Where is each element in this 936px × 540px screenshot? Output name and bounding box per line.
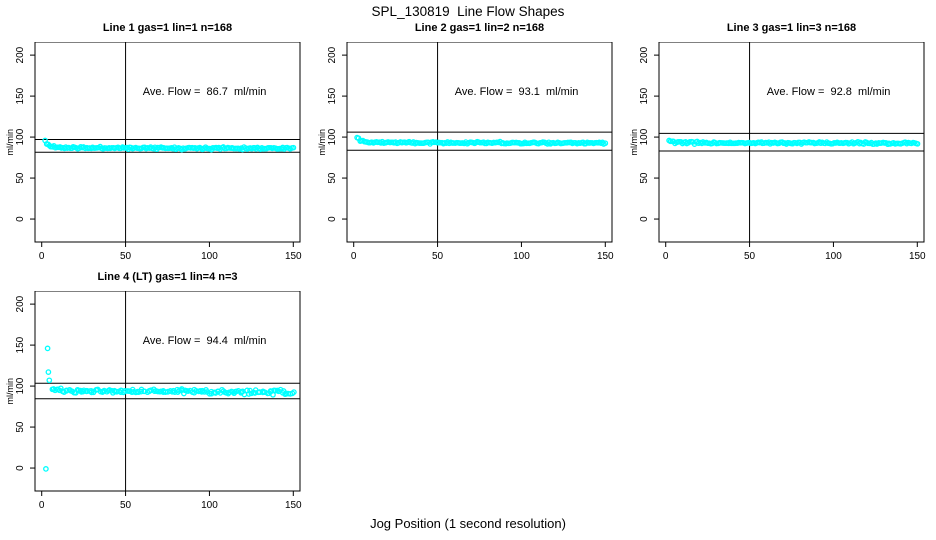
outlier-point bbox=[43, 466, 49, 472]
y-tick-label: 0 bbox=[15, 216, 26, 222]
panel-1-title: Line 1 gas=1 lin=1 n=168 bbox=[102, 22, 233, 34]
panel-line-2: Line 2 gas=1 lin=2 n=168 0 50 100 150 0 50 100… bbox=[312, 22, 624, 272]
plot-svg: 0 50 100 150 0 50 100 150 200 bbox=[327, 42, 614, 262]
y-tick-label: 0 bbox=[15, 465, 26, 471]
plot-border bbox=[346, 42, 613, 243]
x-tick-label: 100 bbox=[825, 251, 842, 262]
y-tick-label: 200 bbox=[327, 46, 338, 63]
outlier-point bbox=[44, 345, 51, 352]
data-points bbox=[43, 345, 297, 472]
plot-svg: 0 50 100 150 0 50 100 150 200 bbox=[15, 291, 302, 511]
data-points bbox=[42, 137, 297, 153]
x-tick-label: 50 bbox=[432, 251, 444, 262]
y-tick-label: 150 bbox=[639, 87, 650, 104]
x-tick-label: 50 bbox=[744, 251, 756, 262]
plot-svg: 0 50 100 150 0 50 100 150 200 bbox=[15, 42, 302, 262]
x-tick-label: 100 bbox=[201, 251, 218, 262]
panel-4-title: Line 4 (LT) gas=1 lin=4 n=3 bbox=[97, 271, 238, 283]
x-tick-label: 0 bbox=[39, 251, 45, 262]
panel-line-1: Line 1 gas=1 lin=1 n=168 0 50 100 150 0 50 100… bbox=[0, 22, 312, 272]
y-tick-label: 200 bbox=[639, 46, 650, 63]
plot-border bbox=[34, 42, 301, 243]
figure-x-axis-label: Jog Position (1 second resolution) bbox=[370, 516, 566, 531]
x-tick-label: 50 bbox=[120, 500, 132, 511]
x-tick-label: 100 bbox=[201, 500, 218, 511]
panel-line-3: Line 3 gas=1 lin=3 n=168 0 50 100 150 0 50 100… bbox=[624, 22, 936, 272]
y-tick-label: 200 bbox=[15, 46, 26, 63]
x-tick-label: 150 bbox=[909, 251, 926, 262]
plot-border bbox=[34, 291, 301, 492]
x-tick-label: 150 bbox=[285, 251, 302, 262]
panel-line-4: Line 4 (LT) gas=1 lin=4 n=3 0 50 100 150 0 50… bbox=[0, 271, 312, 521]
x-tick-label: 0 bbox=[351, 251, 357, 262]
y-tick-label: 50 bbox=[639, 172, 650, 184]
plot-border bbox=[658, 42, 925, 243]
panel-2-title: Line 2 gas=1 lin=2 n=168 bbox=[414, 22, 545, 34]
y-tick-label: 100 bbox=[15, 128, 26, 145]
panel-3-title: Line 3 gas=1 lin=3 n=168 bbox=[726, 22, 857, 34]
outlier-point bbox=[45, 369, 52, 375]
y-tick-label: 100 bbox=[639, 128, 650, 145]
y-tick-label: 0 bbox=[327, 216, 338, 222]
y-tick-label: 50 bbox=[15, 172, 26, 184]
y-tick-label: 100 bbox=[15, 377, 26, 394]
x-tick-label: 100 bbox=[513, 251, 530, 262]
data-points bbox=[354, 134, 609, 147]
x-tick-label: 0 bbox=[663, 251, 669, 262]
x-tick-label: 150 bbox=[597, 251, 614, 262]
y-tick-label: 150 bbox=[327, 87, 338, 104]
plot-svg: 0 50 100 150 0 50 100 150 200 bbox=[639, 42, 926, 262]
x-tick-label: 150 bbox=[285, 500, 302, 511]
outlier-point bbox=[46, 377, 53, 384]
data-points bbox=[666, 137, 921, 148]
y-tick-label: 50 bbox=[15, 421, 26, 433]
figure-title: SPL_130819 Line Flow Shapes bbox=[371, 4, 565, 19]
x-tick-label: 50 bbox=[120, 251, 132, 262]
y-tick-label: 150 bbox=[15, 87, 26, 104]
y-tick-label: 100 bbox=[327, 128, 338, 145]
y-tick-label: 200 bbox=[15, 295, 26, 312]
y-tick-label: 150 bbox=[15, 336, 26, 353]
y-tick-label: 0 bbox=[639, 216, 650, 222]
x-tick-label: 0 bbox=[39, 500, 45, 511]
y-tick-label: 50 bbox=[327, 172, 338, 184]
